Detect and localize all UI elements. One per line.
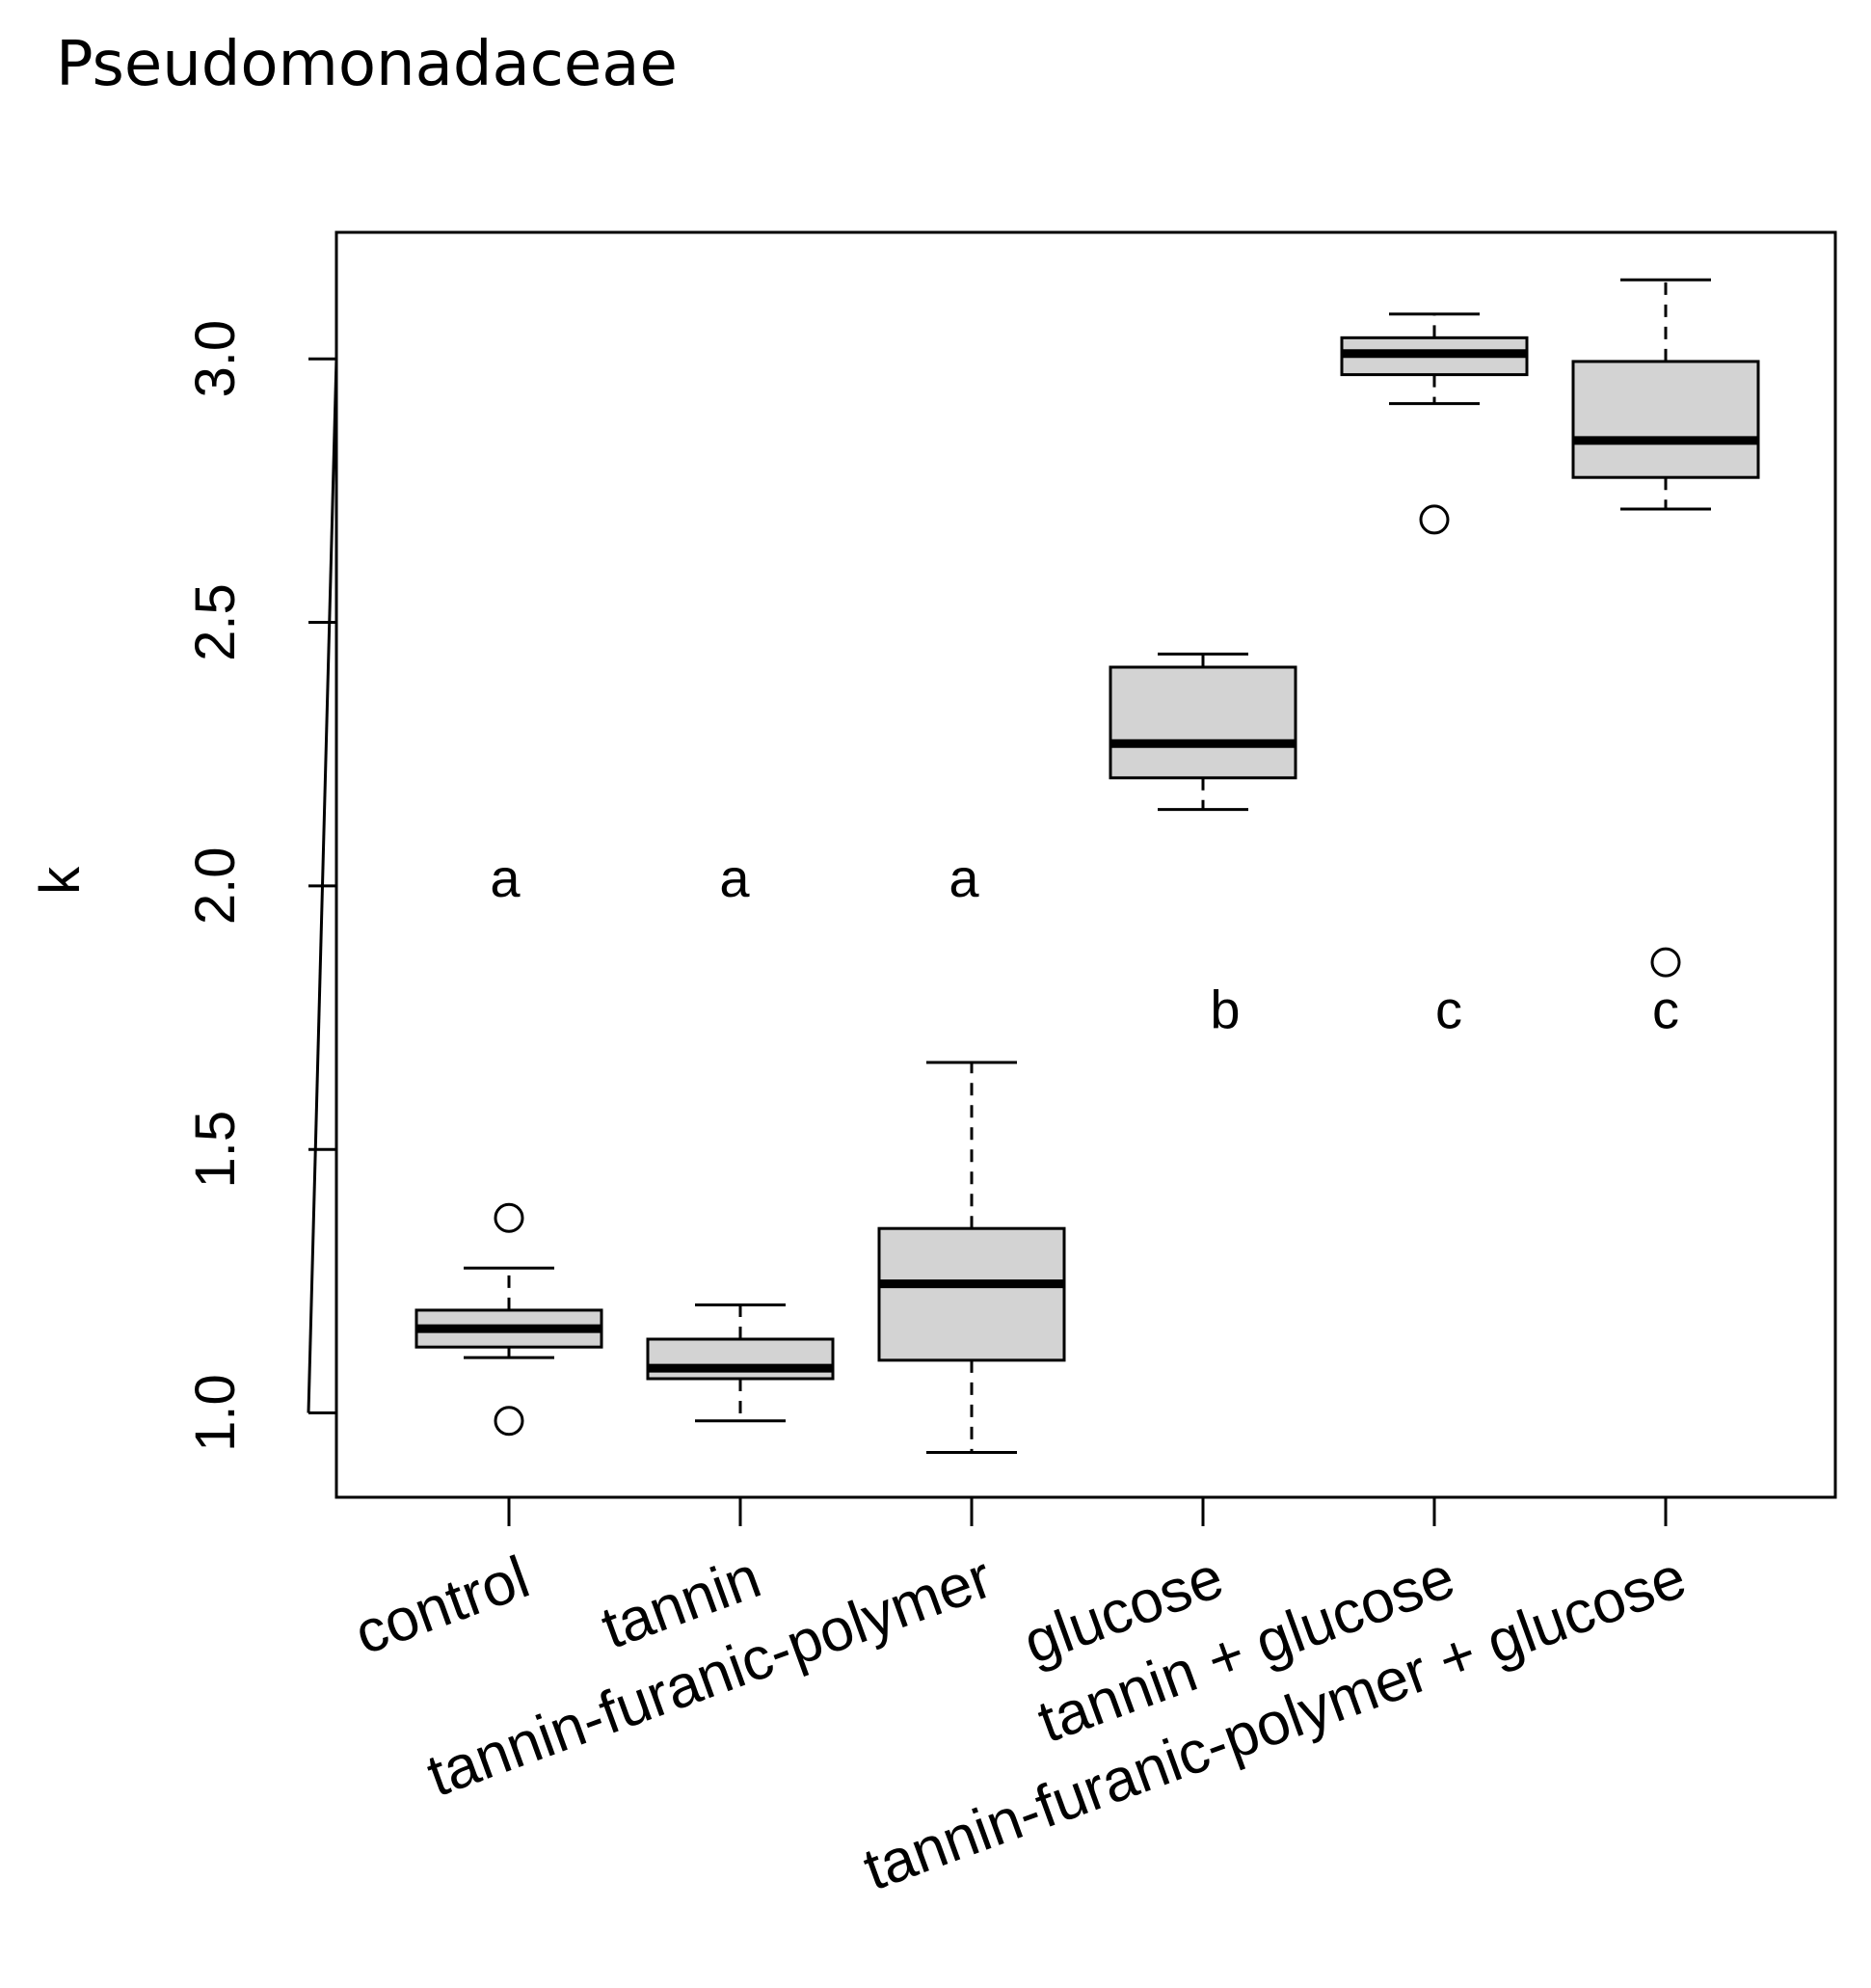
- y-tick-label: 2.5: [184, 583, 247, 661]
- box-1: [414, 1202, 603, 1437]
- box-4: [1109, 652, 1297, 812]
- y-tick-label: 1.5: [184, 1111, 247, 1189]
- iqr-box: [646, 1337, 835, 1381]
- outlier-point: [494, 1202, 524, 1233]
- iqr-box: [877, 1226, 1066, 1362]
- box-5: [1340, 312, 1529, 535]
- y-tick-label: 2.0: [184, 847, 247, 926]
- group-letters: a a a b c c: [490, 847, 1679, 1040]
- plot-area-frame: [334, 230, 1837, 1499]
- iqr-box: [1109, 665, 1297, 780]
- chart-title: Pseudomonadaceae: [56, 29, 678, 100]
- y-tick-label: 1.0: [184, 1374, 247, 1452]
- group-letter: b: [1210, 979, 1240, 1039]
- y-axis-label: k: [29, 866, 92, 895]
- group-letter: c: [1652, 979, 1679, 1039]
- outlier-point: [1419, 504, 1450, 535]
- group-letter: a: [490, 847, 521, 908]
- group-letter: c: [1435, 979, 1462, 1039]
- iqr-box: [1571, 360, 1760, 479]
- box-series: [414, 278, 1760, 1455]
- group-letter: a: [719, 847, 750, 908]
- outlier-point: [1650, 947, 1681, 978]
- box-3: [877, 1061, 1066, 1455]
- box-6: [1571, 278, 1760, 978]
- box-2: [646, 1303, 835, 1423]
- group-letter: a: [949, 847, 979, 908]
- y-axis: 1.0 1.5 2.0 2.5 3.0: [184, 320, 338, 1452]
- y-tick-label: 3.0: [184, 320, 247, 398]
- outlier-point: [494, 1406, 524, 1437]
